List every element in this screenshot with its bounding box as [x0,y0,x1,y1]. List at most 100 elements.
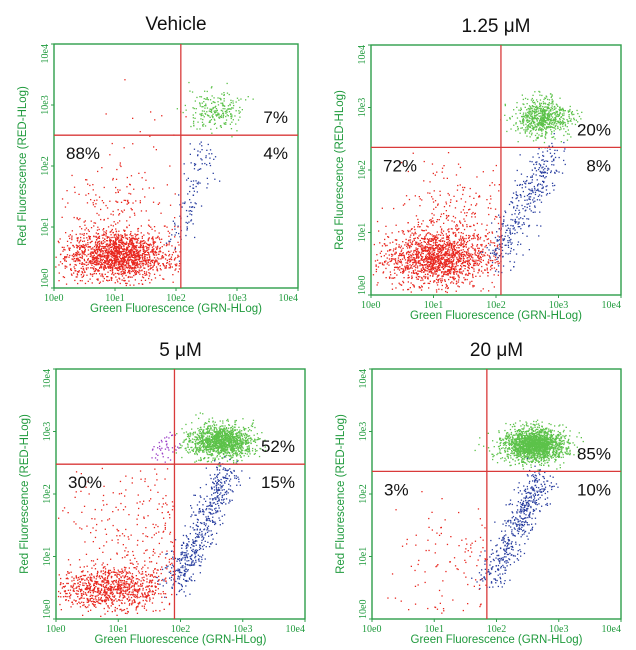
data-point [437,269,439,271]
data-point [560,108,562,110]
data-point [412,257,414,259]
data-point [553,112,555,114]
data-point [92,262,94,264]
data-point [158,202,161,204]
data-point [76,245,78,247]
data-point [192,194,195,196]
data-point [494,184,496,186]
data-point [478,247,480,249]
data-point [530,122,532,124]
data-point [75,244,78,246]
data-point [96,246,98,248]
data-point [76,217,78,219]
data-point [559,113,561,115]
data-point [472,284,474,287]
data-point [391,283,393,285]
data-point [539,170,541,173]
data-point [134,251,136,253]
data-point [162,264,165,266]
data-point [536,120,538,122]
data-point [108,244,110,246]
data-point [142,260,144,262]
data-point [464,268,466,270]
data-point [115,262,118,264]
data-point [527,111,529,114]
data-point [529,123,531,125]
data-point [550,122,552,124]
data-point [545,165,547,167]
data-point [78,242,80,244]
data-point [482,248,484,250]
data-point [123,209,125,211]
data-point [100,248,102,251]
data-point [421,264,424,266]
data-point [422,220,424,222]
data-point [496,231,498,233]
data-point [158,237,160,239]
data-point [465,242,468,244]
data-point [69,254,71,257]
data-point [532,173,535,175]
data-point [131,252,133,254]
data-point [446,264,448,266]
data-point [529,202,532,204]
data-point [397,261,399,263]
data-point [570,136,572,138]
data-point [504,244,506,246]
data-point [76,274,79,276]
data-point [543,163,545,165]
data-point [93,263,96,265]
data-point [550,129,552,131]
data-point [451,252,453,254]
data-point [393,269,395,271]
data-point [469,225,471,228]
data-point [107,260,109,262]
data-point [214,111,216,114]
data-point [209,164,212,167]
data-point [185,116,187,118]
data-point [453,253,456,256]
data-point [126,254,128,256]
data-point [476,262,478,264]
data-point [439,240,441,242]
data-point [429,256,431,259]
data-point [140,225,142,227]
data-point [81,270,83,273]
data-point [518,109,520,111]
data-point [488,213,490,216]
data-point [118,277,120,279]
data-point [114,253,116,255]
data-point [210,119,213,121]
data-point [161,238,163,240]
data-point [551,95,553,97]
data-point [129,259,131,261]
data-point [121,241,124,243]
data-point [449,273,452,275]
data-point [534,167,536,170]
data-point [560,109,562,111]
data-point [376,259,379,261]
data-point [415,242,417,245]
data-point [133,253,135,255]
data-point [507,244,509,246]
data-point [527,119,529,121]
data-point [531,107,533,109]
data-point [429,192,431,194]
data-point [486,267,488,269]
data-point [95,241,97,243]
data-point [142,265,144,267]
data-point [526,109,528,111]
data-point [445,245,447,248]
data-point [433,260,435,262]
data-point [155,254,158,256]
data-point [479,238,481,240]
data-point [550,171,552,174]
data-point [511,201,513,203]
data-point [440,249,442,251]
data-point [450,271,452,273]
data-point [200,158,202,160]
data-point [126,255,128,257]
data-point [542,151,544,153]
data-point [152,254,155,256]
data-point [151,237,154,239]
